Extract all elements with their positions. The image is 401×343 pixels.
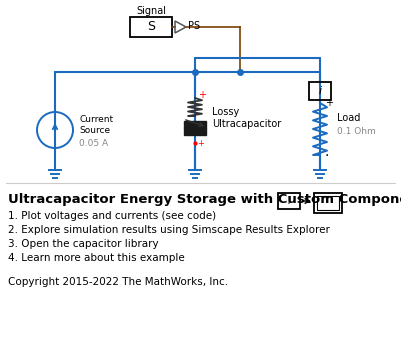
Text: 0.05 A: 0.05 A <box>79 139 108 147</box>
Text: Copyright 2015-2022 The MathWorks, Inc.: Copyright 2015-2022 The MathWorks, Inc. <box>8 277 228 287</box>
Text: S: S <box>147 21 155 34</box>
Text: Load: Load <box>337 113 360 123</box>
Text: 1. Plot voltages and currents (see code): 1. Plot voltages and currents (see code) <box>8 211 216 221</box>
Text: Lossy
Ultracapacitor: Lossy Ultracapacitor <box>212 107 281 129</box>
Text: i: i <box>318 86 322 96</box>
Text: Signal: Signal <box>136 6 166 16</box>
Bar <box>184 128 206 135</box>
Text: 4. Learn more about this example: 4. Learn more about this example <box>8 253 185 263</box>
FancyBboxPatch shape <box>131 18 173 38</box>
Bar <box>184 121 206 128</box>
Bar <box>314 193 342 213</box>
Text: i: i <box>288 196 290 206</box>
Text: +: + <box>198 90 206 100</box>
Text: 0.1 Ohm: 0.1 Ohm <box>337 128 376 137</box>
Text: PS: PS <box>188 21 200 31</box>
Bar <box>130 17 172 37</box>
Text: +: + <box>325 98 333 108</box>
Bar <box>278 193 300 209</box>
Text: ·: · <box>325 149 329 163</box>
Bar <box>309 82 331 100</box>
Bar <box>317 196 339 210</box>
Text: Current
Source: Current Source <box>79 115 113 135</box>
Text: +: + <box>197 140 204 149</box>
Text: Ultracapacitor Energy Storage with Custom Component: Ultracapacitor Energy Storage with Custo… <box>8 193 401 206</box>
Text: 3. Open the capacitor library: 3. Open the capacitor library <box>8 239 159 249</box>
Text: 2. Explore simulation results using Simscape Results Explorer: 2. Explore simulation results using Sims… <box>8 225 330 235</box>
